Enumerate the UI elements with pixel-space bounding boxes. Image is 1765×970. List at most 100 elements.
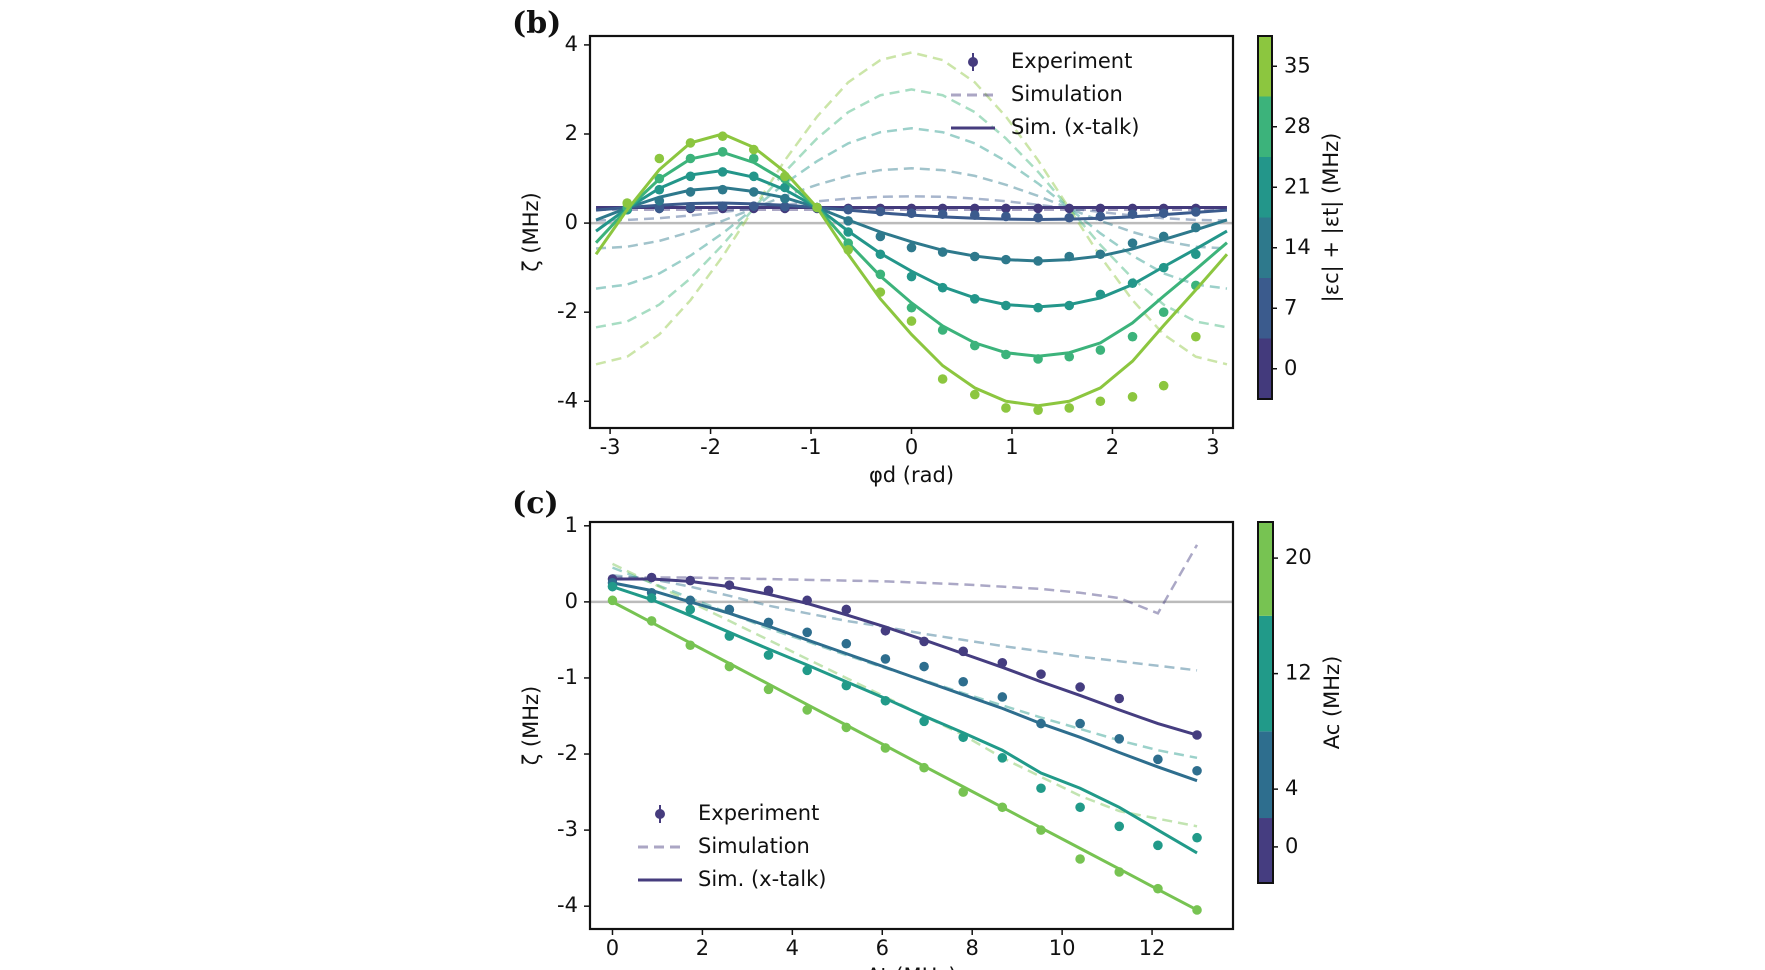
simulation-line	[612, 574, 1198, 672]
experiment-point	[843, 245, 854, 255]
experiment-point	[969, 340, 980, 351]
experiment-point	[1153, 754, 1163, 765]
simulation-line	[595, 126, 1228, 290]
colorbar-frame	[1257, 521, 1274, 884]
colorbar-tick-label: 21	[1284, 174, 1311, 198]
experiment-point	[997, 692, 1008, 702]
legend-label: Experiment	[1011, 49, 1132, 73]
experiment-point	[780, 171, 790, 182]
experiment-point	[880, 695, 891, 706]
colorbar-band	[1258, 731, 1273, 819]
experiment-point	[919, 636, 929, 647]
experiment-point	[685, 640, 696, 651]
x-tick-label: 2	[696, 936, 709, 960]
experiment-point	[1036, 783, 1046, 794]
y-tick-label: -4	[557, 893, 578, 917]
experiment-point	[906, 316, 917, 326]
legend-marker	[968, 57, 978, 67]
experiment-point	[875, 269, 886, 280]
y-tick-label: -2	[557, 299, 578, 323]
experiment-point	[685, 595, 696, 606]
experiment-point	[1158, 307, 1169, 317]
experiment-point	[1001, 349, 1011, 360]
experiment-point	[812, 202, 822, 213]
experiment-point	[906, 242, 917, 253]
experiment-point	[646, 593, 657, 603]
experiment-point	[1001, 211, 1011, 222]
legend-label: Simulation	[698, 834, 810, 858]
experiment-point	[1127, 238, 1138, 248]
experiment-point	[937, 374, 948, 384]
plot-area	[590, 544, 1233, 915]
x-tick-label: -1	[801, 435, 822, 459]
experiment-point	[654, 153, 665, 164]
experiment-point	[1127, 392, 1138, 402]
colorbar-tick-label: 20	[1285, 545, 1312, 569]
experiment-point	[1075, 682, 1085, 692]
experiment-point	[1064, 403, 1075, 413]
experiment-point	[802, 627, 812, 638]
experiment-point	[969, 389, 980, 400]
axes-frame	[588, 520, 1235, 931]
experiment-point	[997, 802, 1008, 813]
experiment-point	[937, 247, 948, 257]
xtalk-line	[612, 577, 1198, 737]
xtalk-line	[594, 132, 1229, 408]
experiment-point	[875, 206, 886, 217]
experiment-point	[875, 287, 886, 297]
experiment-point	[1095, 289, 1106, 300]
experiment-point	[1033, 405, 1043, 415]
experiment-point	[607, 595, 618, 606]
experiment-point	[1033, 212, 1043, 223]
experiment-point	[763, 650, 774, 660]
experiment-point	[780, 201, 790, 212]
experiment-point	[717, 184, 728, 195]
experiment-point	[1158, 380, 1169, 391]
experiment-point	[685, 187, 696, 197]
experiment-point	[1191, 207, 1201, 217]
experiment-point	[1158, 208, 1169, 219]
colorbar-tick-label: 0	[1284, 356, 1297, 380]
colorbar-tick-label: 28	[1284, 114, 1311, 138]
y-tick-label: 1	[565, 513, 578, 537]
experiment-point	[1114, 821, 1125, 832]
colorbar-tick-label: 0	[1285, 834, 1298, 858]
x-tick-label: 1	[1005, 435, 1018, 459]
experiment-point	[906, 208, 917, 219]
experiment-point	[646, 572, 657, 583]
colorbar-label: |εc| + |εt| (MHz)	[1319, 133, 1344, 303]
experiment-point	[685, 138, 696, 148]
y-tick-label: -4	[557, 388, 578, 412]
experiment-point	[1095, 211, 1106, 222]
colorbar-band	[1258, 818, 1273, 883]
simulation-line	[612, 544, 1199, 615]
xtalk-line	[612, 585, 1198, 855]
experiment-point	[802, 665, 812, 676]
experiment-point	[748, 171, 759, 182]
y-axis-label: ζ (MHz)	[519, 192, 543, 271]
colorbar-tick-label: 4	[1285, 776, 1298, 800]
experiment-point	[1153, 883, 1163, 894]
experiment-point	[1127, 278, 1138, 289]
experiment-point	[958, 676, 969, 687]
colorbar-tick-label: 14	[1284, 235, 1311, 259]
experiment-point	[1114, 867, 1125, 877]
experiment-point	[841, 722, 852, 733]
experiment-point	[654, 203, 665, 214]
x-tick-label: -3	[600, 435, 621, 459]
experiment-point	[969, 210, 980, 220]
experiment-point	[843, 216, 854, 226]
experiment-point	[748, 201, 759, 211]
experiment-point	[843, 238, 854, 248]
experiment-point	[802, 595, 812, 606]
experiment-point	[1075, 802, 1085, 813]
experiment-point	[607, 581, 618, 592]
xtalk-line	[595, 169, 1228, 309]
y-tick-label: -2	[557, 741, 578, 765]
experiment-point	[1064, 351, 1075, 362]
experiment-point	[685, 171, 696, 182]
experiment-point	[958, 646, 969, 657]
legend-label: Sim. (x-talk)	[698, 867, 826, 891]
experiment-point	[843, 204, 854, 215]
y-tick-label: 4	[565, 32, 578, 56]
